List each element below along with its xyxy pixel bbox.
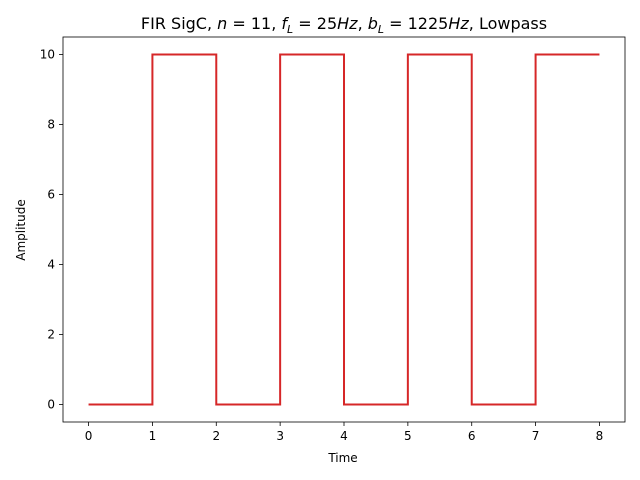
x-tick-label-3: 3	[276, 429, 284, 443]
x-tick-label-6: 6	[468, 429, 476, 443]
x-axis-label: Time	[327, 451, 357, 465]
x-tick-label-1: 1	[149, 429, 157, 443]
x-tick-label-7: 7	[532, 429, 540, 443]
y-tick-label-6: 6	[47, 188, 55, 202]
x-tick-label-4: 4	[340, 429, 348, 443]
x-tick-label-0: 0	[85, 429, 93, 443]
y-tick-label-4: 4	[47, 258, 55, 272]
chart-title: FIR SigC, n = 11, fL = 25Hz, bL = 1225Hz…	[141, 14, 547, 36]
y-tick-label-0: 0	[47, 398, 55, 412]
y-tick-label-2: 2	[47, 328, 55, 342]
x-tick-label-2: 2	[212, 429, 220, 443]
x-tick-label-5: 5	[404, 429, 412, 443]
plot-area: 0 1 2 3 4 5 6 7 8 0 2 4 6 8 10	[40, 36, 626, 443]
x-tick-label-8: 8	[596, 429, 604, 443]
series-line-0	[88, 53, 600, 406]
y-tick-label-8: 8	[47, 118, 55, 132]
y-tick-label-10: 10	[40, 48, 55, 62]
y-axis-label: Amplitude	[14, 199, 28, 261]
